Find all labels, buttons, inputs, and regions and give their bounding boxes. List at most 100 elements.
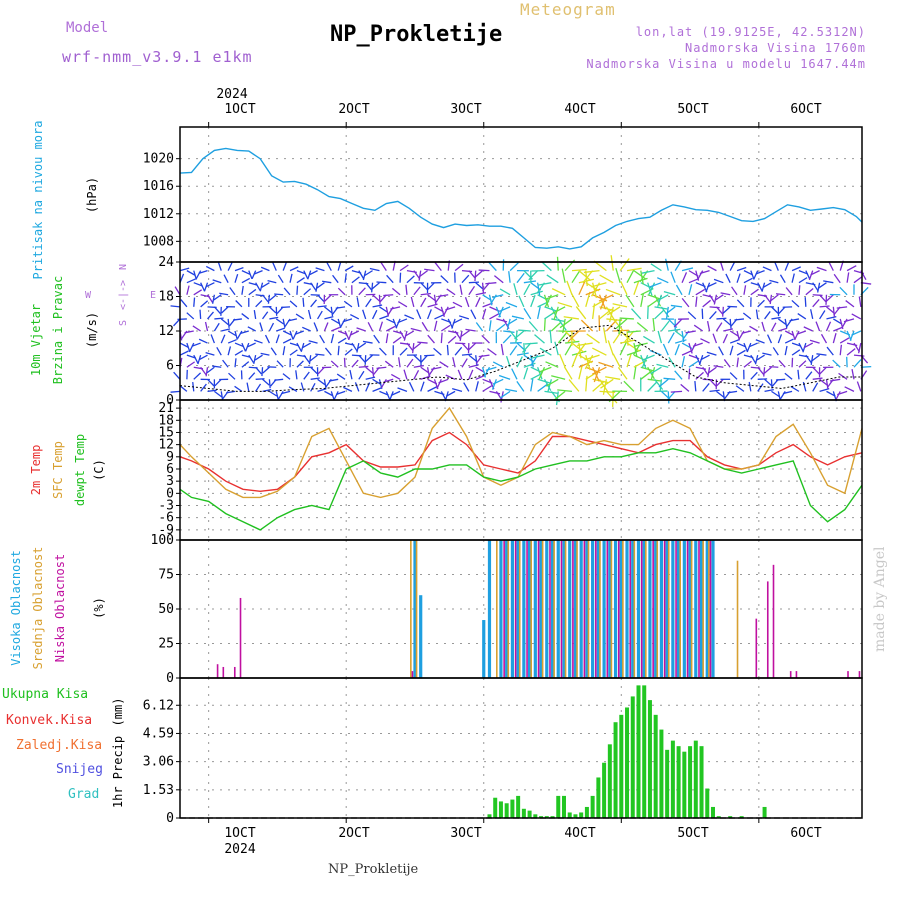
wind-vector xyxy=(174,286,181,296)
wind-vector xyxy=(640,293,645,307)
wind-vector xyxy=(383,378,394,383)
wind-vector xyxy=(207,311,214,320)
wind-vector xyxy=(262,366,270,374)
wind-vector xyxy=(427,334,435,344)
wind-vector xyxy=(395,318,401,329)
wind-vector xyxy=(674,370,683,380)
precip-bar xyxy=(590,795,595,818)
y-tick-label: 0 xyxy=(166,671,174,686)
top-tick-4oct: 4OCT xyxy=(564,102,595,117)
cloud-bar xyxy=(789,671,792,678)
cloud-bar xyxy=(564,540,567,678)
precip-legend-freezing: Zaledj.Kisa xyxy=(16,738,102,753)
y-tick-label: 50 xyxy=(158,602,174,617)
wind-vector xyxy=(523,367,529,380)
wind-vector xyxy=(379,347,387,356)
wind-vector xyxy=(538,282,552,286)
wind-vector xyxy=(761,282,766,292)
wind-vector xyxy=(268,379,271,389)
wind-vector xyxy=(255,383,262,392)
wind-vector xyxy=(234,358,237,368)
wind-vector xyxy=(729,372,738,380)
wind-vector xyxy=(206,294,214,303)
wind-vector xyxy=(170,390,181,393)
wind-vector xyxy=(179,384,188,392)
wind-vector xyxy=(326,262,332,271)
wind-vector xyxy=(275,391,279,401)
wind-vector xyxy=(538,366,546,380)
wind-vector xyxy=(750,371,758,380)
cloud-bar xyxy=(487,540,492,678)
wind-vector xyxy=(227,339,237,344)
wind-vector xyxy=(483,366,491,378)
wind-vector xyxy=(554,341,559,356)
wind-vector xyxy=(475,374,486,380)
cloud-bar xyxy=(541,540,544,678)
wind-vector xyxy=(811,354,820,362)
wind-vector xyxy=(491,379,497,390)
wind-vector xyxy=(530,378,534,392)
wind-vector xyxy=(179,267,190,272)
wind-vector xyxy=(227,318,230,328)
wind-vector xyxy=(743,277,753,284)
precip-bar xyxy=(584,806,589,818)
cloud-bar xyxy=(625,540,629,678)
cloud-bar xyxy=(562,540,566,678)
wind-vector xyxy=(838,372,848,380)
wind-vector xyxy=(709,389,720,393)
wind-vector xyxy=(356,297,360,307)
wind-vector xyxy=(528,270,539,281)
wind-vector xyxy=(826,306,835,314)
wind-vector xyxy=(791,299,800,308)
cloud-bar xyxy=(665,540,669,678)
wind-vector xyxy=(537,383,549,392)
wind-vector xyxy=(406,275,415,284)
wind-vector xyxy=(289,273,293,283)
wind-vector xyxy=(200,282,206,292)
wind-vector xyxy=(725,273,731,283)
wind-vector xyxy=(836,306,848,309)
wind-vector xyxy=(454,330,462,340)
cloud-bar xyxy=(663,540,666,678)
wind-vector xyxy=(255,378,265,380)
wind-vector xyxy=(440,332,443,344)
wind-vector xyxy=(844,386,855,392)
wind-vector xyxy=(261,282,270,288)
wind-vector xyxy=(849,330,855,341)
wind-vector xyxy=(220,391,224,401)
wind-vector xyxy=(702,383,710,392)
wind-vector xyxy=(408,381,415,392)
bottom-year-label: 2024 xyxy=(224,842,255,857)
wind-vector xyxy=(755,339,765,344)
wind-vector xyxy=(523,283,531,296)
wind-vector xyxy=(316,282,325,289)
wind-vector xyxy=(446,288,456,296)
wind-vector xyxy=(809,339,820,344)
wind-vector xyxy=(546,274,559,284)
wind-vector xyxy=(358,370,365,380)
wind-vector xyxy=(832,332,837,344)
wind-vector xyxy=(668,356,676,368)
wind-vector xyxy=(654,378,664,390)
wind-vector xyxy=(647,381,658,392)
wind-vector xyxy=(612,353,621,368)
wind-vector xyxy=(778,327,788,332)
wind-vector xyxy=(324,315,334,320)
wind-vector xyxy=(184,330,194,334)
wind-vector xyxy=(289,266,299,272)
wind-vector xyxy=(309,270,318,276)
wind-vector xyxy=(475,381,479,392)
cloud-bar xyxy=(568,540,572,678)
wind-vector xyxy=(688,368,691,380)
precip-bar xyxy=(533,814,538,818)
cloud-bar xyxy=(736,560,739,678)
wind-vector xyxy=(495,323,506,332)
wind-vector xyxy=(523,280,537,284)
wind-vector xyxy=(544,294,559,300)
wind-vector xyxy=(607,306,621,316)
bottom-tick-6oct: 6OCT xyxy=(790,826,821,841)
wind-vector xyxy=(612,303,628,308)
wind-vector xyxy=(563,366,573,380)
y-tick-label: 6 xyxy=(166,462,174,477)
wind-vector xyxy=(379,306,388,313)
